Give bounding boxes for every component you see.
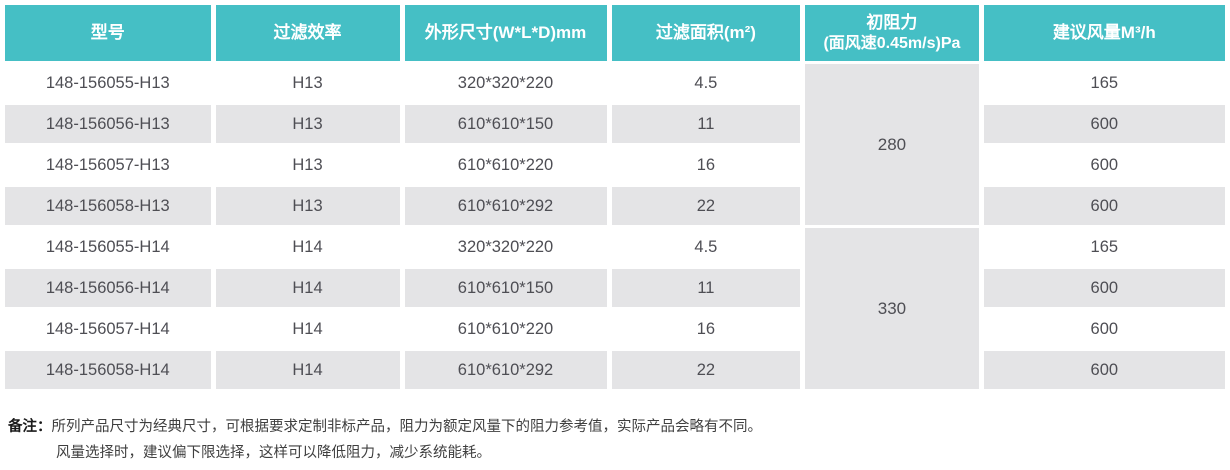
col-header-dimensions: 外形尺寸(W*L*D)mm — [404, 5, 607, 61]
area-cell: 22 — [611, 187, 801, 225]
footnotes: 备注：所列产品尺寸为经典尺寸，可根据要求定制非标产品，阻力为额定风量下的阻力参考… — [0, 414, 1230, 466]
airflow-cell: 600 — [983, 105, 1225, 143]
resistance-merged-cell: 280 — [805, 64, 979, 225]
table-row: 148-156056-H14 H14 610*610*150 11 600 — [5, 269, 1225, 307]
spec-table: 型号 过滤效率 外形尺寸(W*L*D)mm 过滤面积(m²) 初阻力 (面风速0… — [0, 2, 1230, 392]
dimensions-cell: 320*320*220 — [404, 64, 607, 102]
efficiency-cell: H14 — [215, 269, 400, 307]
area-cell: 16 — [611, 310, 801, 348]
area-cell: 11 — [611, 105, 801, 143]
dimensions-cell: 610*610*292 — [404, 351, 607, 389]
col-header-resistance-subtitle: (面风速0.45m/s)Pa — [823, 34, 961, 52]
table-row: 148-156056-H13 H13 610*610*150 11 600 — [5, 105, 1225, 143]
col-header-resistance-title: 初阻力 — [866, 12, 918, 32]
table-row: 148-156058-H14 H14 610*610*292 22 600 — [5, 351, 1225, 389]
table-row: 148-156058-H13 H13 610*610*292 22 600 — [5, 187, 1225, 225]
efficiency-cell: H14 — [215, 351, 400, 389]
col-header-airflow: 建议风量M³/h — [983, 5, 1225, 61]
footnote-line-2: 风量选择时，建议偏下限选择，这样可以降低阻力，减少系统能耗。 — [56, 445, 491, 462]
footnote-text-1: 所列产品尺寸为经典尺寸，可根据要求定制非标产品，阻力为额定风量下的阻力参考值，实… — [51, 419, 763, 435]
efficiency-cell: H14 — [215, 228, 400, 266]
dimensions-cell: 610*610*150 — [404, 105, 607, 143]
model-cell: 148-156057-H13 — [5, 146, 211, 184]
area-cell: 22 — [611, 351, 801, 389]
efficiency-cell: H13 — [215, 105, 400, 143]
table-row: 148-156055-H14 H14 320*320*220 4.5 330 1… — [5, 228, 1225, 389]
table-row: 148-156057-H14 H14 610*610*220 16 600 — [5, 310, 1225, 348]
model-cell: 148-156056-H14 — [5, 269, 211, 307]
header-row: 型号 过滤效率 外形尺寸(W*L*D)mm 过滤面积(m²) 初阻力 (面风速0… — [5, 5, 1225, 61]
col-header-efficiency: 过滤效率 — [215, 5, 400, 61]
model-cell: 148-156057-H14 — [5, 310, 211, 348]
dimensions-cell: 610*610*220 — [404, 146, 607, 184]
model-cell: 148-156058-H14 — [5, 351, 211, 389]
efficiency-cell: H13 — [215, 146, 400, 184]
area-cell: 4.5 — [611, 228, 801, 266]
airflow-cell: 600 — [983, 146, 1225, 184]
table-row: 148-156055-H13 H13 320*320*220 4.5 280 1… — [5, 64, 1225, 225]
dimensions-cell: 320*320*220 — [404, 228, 607, 266]
efficiency-cell: H14 — [215, 310, 400, 348]
airflow-cell: 600 — [983, 351, 1225, 389]
dimensions-cell: 610*610*220 — [404, 310, 607, 348]
efficiency-cell: H13 — [215, 64, 400, 102]
footnote-line-1: 备注：所列产品尺寸为经典尺寸，可根据要求定制非标产品，阻力为额定风量下的阻力参考… — [8, 414, 1230, 440]
area-cell: 16 — [611, 146, 801, 184]
airflow-cell: 600 — [983, 269, 1225, 307]
airflow-cell: 165 — [983, 64, 1225, 102]
area-cell: 11 — [611, 269, 801, 307]
airflow-cell: 165 — [983, 228, 1225, 266]
footnote-label: 备注： — [8, 419, 52, 435]
model-cell: 148-156058-H13 — [5, 187, 211, 225]
model-cell: 148-156056-H13 — [5, 105, 211, 143]
dimensions-cell: 610*610*292 — [404, 187, 607, 225]
col-header-resistance: 初阻力 (面风速0.45m/s)Pa — [805, 5, 979, 61]
efficiency-cell: H13 — [215, 187, 400, 225]
model-cell: 148-156055-H13 — [5, 64, 211, 102]
airflow-cell: 600 — [983, 187, 1225, 225]
airflow-cell: 600 — [983, 310, 1225, 348]
col-header-model: 型号 — [5, 5, 211, 61]
dimensions-cell: 610*610*150 — [404, 269, 607, 307]
resistance-merged-cell: 330 — [805, 228, 979, 389]
model-cell: 148-156055-H14 — [5, 228, 211, 266]
col-header-area: 过滤面积(m²) — [611, 5, 801, 61]
table-row: 148-156057-H13 H13 610*610*220 16 600 — [5, 146, 1225, 184]
area-cell: 4.5 — [611, 64, 801, 102]
